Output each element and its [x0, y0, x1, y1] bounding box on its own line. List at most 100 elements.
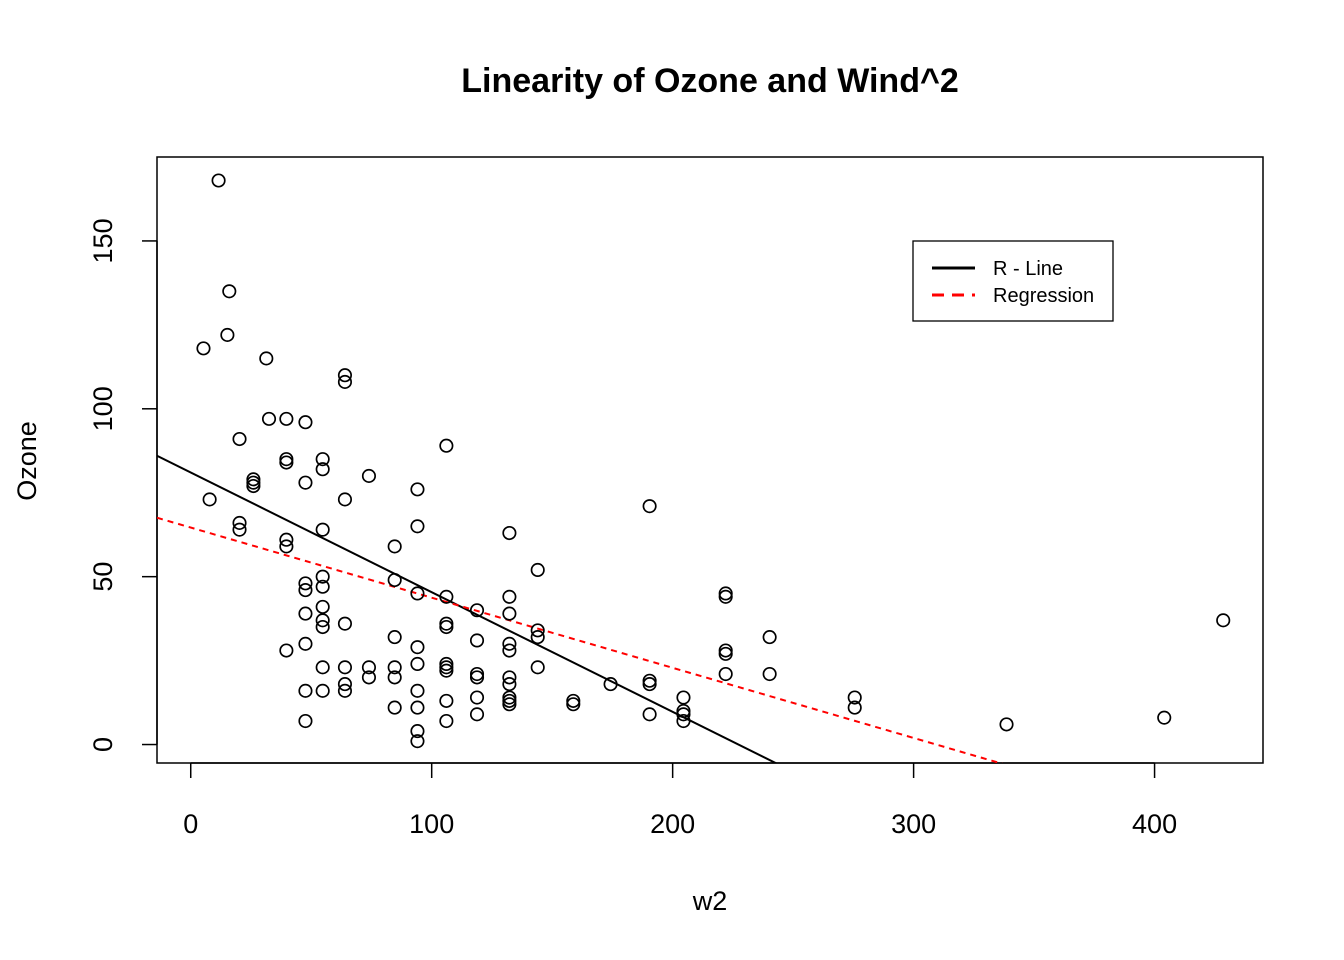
- data-point: [469, 670, 485, 685]
- data-point: [361, 660, 376, 675]
- data-point: [337, 368, 352, 383]
- regression-line: [157, 516, 1004, 763]
- y-axis-label: Ozone: [12, 421, 42, 501]
- data-point: [387, 700, 402, 715]
- data-point: [439, 589, 454, 604]
- data-point: [502, 677, 517, 692]
- data-point: [337, 683, 352, 698]
- data-point: [410, 586, 425, 601]
- data-point: [361, 468, 376, 483]
- data-point: [279, 539, 294, 554]
- legend: R - Line Regression: [912, 240, 1114, 322]
- data-point: [439, 656, 454, 672]
- data-point: [566, 697, 581, 712]
- data-point: [279, 411, 294, 426]
- data-point: [469, 666, 485, 682]
- data-point: [246, 472, 261, 487]
- data-point: [220, 327, 235, 342]
- data-point: [387, 670, 402, 685]
- data-point: [315, 522, 330, 537]
- data-point: [315, 569, 330, 584]
- data-point: [642, 673, 657, 688]
- data-point: [315, 619, 330, 635]
- data-point: [298, 683, 313, 698]
- data-point: [530, 660, 545, 675]
- data-point: [337, 492, 352, 507]
- data-point: [439, 616, 454, 631]
- data-point: [410, 656, 425, 672]
- data-point: [410, 482, 425, 497]
- data-point: [603, 677, 618, 692]
- x-axis: 0 100 200 300 400: [183, 762, 1177, 839]
- data-point: [676, 703, 691, 719]
- data-point: [232, 515, 247, 531]
- data-point: [999, 717, 1014, 732]
- data-point: [298, 583, 313, 598]
- data-point: [439, 663, 454, 678]
- data-point: [469, 633, 485, 648]
- data-point: [410, 724, 425, 739]
- data-point: [259, 351, 274, 366]
- data-point: [410, 734, 425, 749]
- y-tick-label: 100: [88, 386, 118, 431]
- data-point: [439, 713, 454, 729]
- data-point: [222, 284, 237, 299]
- data-point: [847, 690, 862, 705]
- data-point: [502, 589, 517, 604]
- data-point: [439, 438, 454, 453]
- data-point: [847, 700, 862, 715]
- data-point: [642, 677, 657, 692]
- y-tick-label: 0: [88, 737, 118, 752]
- data-point: [298, 576, 313, 591]
- x-tick-label: 100: [409, 809, 454, 839]
- legend-label-regression: Regression: [993, 285, 1094, 307]
- data-point: [762, 666, 777, 682]
- data-point: [676, 713, 691, 729]
- data-point: [410, 683, 425, 698]
- data-point: [387, 539, 402, 554]
- line-layer: [157, 454, 1004, 763]
- data-point: [469, 707, 485, 722]
- data-point: [337, 660, 352, 675]
- data-point: [439, 619, 454, 635]
- data-point: [502, 525, 517, 541]
- data-point: [642, 499, 657, 514]
- x-tick-label: 200: [650, 809, 695, 839]
- data-point: [279, 643, 294, 658]
- data-point: [502, 636, 517, 651]
- data-point: [361, 670, 376, 685]
- legend-box: [912, 240, 1114, 322]
- data-point: [718, 586, 733, 601]
- data-point: [410, 700, 425, 715]
- data-point: [315, 579, 330, 594]
- data-point: [642, 707, 657, 722]
- data-point: [202, 492, 217, 507]
- data-point: [298, 475, 313, 490]
- data-point: [502, 693, 517, 708]
- data-point: [315, 452, 330, 467]
- data-point: [676, 690, 691, 705]
- data-point: [530, 630, 545, 645]
- data-point: [279, 532, 294, 547]
- data-point: [337, 677, 352, 692]
- data-point: [502, 643, 517, 658]
- x-tick-label: 400: [1132, 809, 1177, 839]
- data-point: [315, 462, 330, 477]
- data-point: [246, 475, 261, 490]
- data-point: [762, 630, 777, 645]
- data-point: [530, 562, 545, 578]
- data-point: [232, 522, 247, 537]
- x-axis-label: w2: [692, 886, 728, 916]
- data-point: [261, 411, 277, 426]
- data-point: [315, 660, 330, 675]
- data-point: [315, 613, 330, 628]
- data-point: [410, 640, 425, 655]
- data-point: [469, 690, 485, 705]
- data-point: [337, 616, 352, 631]
- data-point: [298, 415, 313, 430]
- data-point: [196, 341, 211, 356]
- data-point: [718, 643, 733, 658]
- legend-label-r-line: R - Line: [993, 258, 1063, 280]
- point-layer: [196, 173, 1231, 749]
